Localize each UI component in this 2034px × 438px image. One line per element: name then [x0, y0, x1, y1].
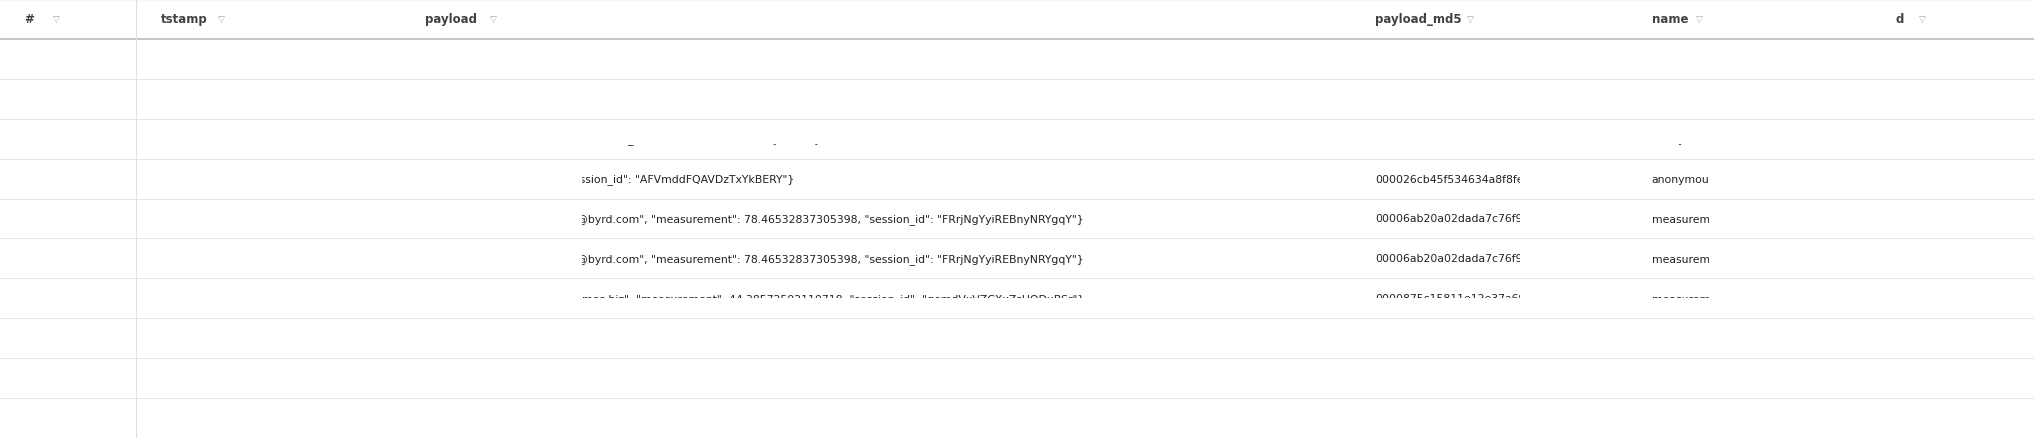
- Text: 000010bc8e954ca214c4a3883009456: 000010bc8e954ca214c4a3883009456: [1375, 55, 1587, 65]
- Text: 2023-08-02: 2023-08-02: [1896, 95, 1959, 105]
- Text: 10: 10: [24, 413, 39, 423]
- Bar: [0, 40, 2034, 80]
- Text: 9: 9: [24, 373, 31, 383]
- Text: 4: 4: [24, 174, 31, 184]
- Text: measurement_recorded: measurement_recorded: [1652, 54, 1782, 65]
- Text: 2023-08-02: 2023-08-02: [1896, 134, 1959, 145]
- Text: 2023-08-02: 2023-08-02: [1896, 293, 1959, 304]
- Text: 2023-08-02: 2023-08-02: [1896, 413, 1959, 423]
- Text: {"account_id": "brownkaren@byrd.com", "measurement": 78.46532837305398, "session: {"account_id": "brownkaren@byrd.com", "m…: [425, 214, 1084, 224]
- Text: {"account_id": "davidromero@hotmail.com", "measurement": 155.18004238481268, "se: {"account_id": "davidromero@hotmail.com"…: [425, 413, 1117, 424]
- Bar: [0, 120, 2034, 159]
- Text: 00006ab20a02dada7c76f9f6c08831db: 00006ab20a02dada7c76f9f6c08831db: [1375, 214, 1589, 224]
- Text: {"dvce_os": "Android 9", "session_id": "AFVmddFQAVDzTxYkBERY"}: {"dvce_os": "Android 9", "session_id": "…: [425, 174, 795, 185]
- Text: tstamp: tstamp: [161, 14, 207, 26]
- Text: name: name: [1652, 14, 1688, 26]
- Text: 2023-08-02: 2023-08-02: [1896, 174, 1959, 184]
- Text: ▽: ▽: [490, 15, 496, 25]
- Text: 8: 8: [24, 333, 31, 343]
- Text: ▽: ▽: [1467, 15, 1475, 25]
- Bar: [0, 398, 2034, 438]
- Text: ▽: ▽: [1918, 15, 1926, 25]
- Text: 2023-08-02: 2023-08-02: [1896, 214, 1959, 224]
- Text: measurement_recorded: measurement_recorded: [1652, 333, 1782, 344]
- Text: 000026cb45f534634a8f8fe0c2e09d63: 000026cb45f534634a8f8fe0c2e09d63: [1375, 174, 1584, 184]
- Text: {"account_id": "melissalewis@yahoo.com", "measurement": 111.48932700892394, "ses: {"account_id": "melissalewis@yahoo.com",…: [425, 333, 1100, 344]
- Text: 00006ab20a02dada7c76f9f6c08831db: 00006ab20a02dada7c76f9f6c08831db: [1375, 254, 1589, 264]
- Bar: [0, 80, 2034, 120]
- Text: {"account_id": "brownkaren@byrd.com", "measurement": 78.46532837305398, "session: {"account_id": "brownkaren@byrd.com", "m…: [425, 253, 1084, 264]
- Text: 2023-06-22 20:34:39.000: 2023-06-22 20:34:39.000: [161, 55, 301, 65]
- Text: account_created: account_created: [1652, 94, 1741, 105]
- Text: 2023-01-19 01:19:34.000: 2023-01-19 01:19:34.000: [161, 174, 301, 184]
- Text: {"account_id": "bradfordjonathan@gmail.com", "measurement": 143.981478171336, "s: {"account_id": "bradfordjonathan@gmail.c…: [425, 373, 1117, 384]
- Text: 5: 5: [24, 214, 31, 224]
- Bar: [0, 279, 2034, 318]
- Bar: [0, 199, 2034, 239]
- Text: {"account_id": "christopher67@noble.net", "session_id": "bWpfKYdxijglHBsVadfo"}: {"account_id": "christopher67@noble.net"…: [425, 94, 877, 105]
- Text: {"account_id": "gwallace@gmail.com", "measurement": 116.40596688122162, "session: {"account_id": "gwallace@gmail.com", "me…: [425, 54, 1078, 65]
- Text: 0000b48f7d036484bf2e9a30bfd5858: 0000b48f7d036484bf2e9a30bfd5858: [1375, 373, 1580, 383]
- Text: 2023-07-22 19:38:14.000: 2023-07-22 19:38:14.000: [161, 373, 301, 383]
- Text: measurement_recorded: measurement_recorded: [1652, 253, 1782, 264]
- Text: 2023-07-29 15:27:13.000: 2023-07-29 15:27:13.000: [161, 293, 301, 304]
- Text: anonymous_visited: anonymous_visited: [1652, 134, 1757, 145]
- Text: {"dvce_os": "Android 4.3.1", "session_id": "FQMDaWRSHuZGMOJKzQIn"}: {"dvce_os": "Android 4.3.1", "session_id…: [425, 134, 822, 145]
- Text: 00009a2388f6c108424b354f76cda332: 00009a2388f6c108424b354f76cda332: [1375, 333, 1589, 343]
- Bar: [0, 318, 2034, 358]
- Text: {"account_id": "brian02@holmes.biz", "measurement": 44.38572502110718, "session_: {"account_id": "brian02@holmes.biz", "me…: [425, 293, 1084, 304]
- Text: 2023-08-02: 2023-08-02: [1896, 333, 1959, 343]
- Text: payload: payload: [425, 14, 478, 26]
- Bar: [0, 0, 2034, 40]
- Text: 2023-08-02: 2023-08-02: [1896, 254, 1959, 264]
- Text: 2023-08-02: 2023-08-02: [1896, 55, 1959, 65]
- Text: measurement_recorded: measurement_recorded: [1652, 413, 1782, 424]
- Text: 0000bf7c43da21dfd51eb8246d44a23e: 0000bf7c43da21dfd51eb8246d44a23e: [1375, 413, 1589, 423]
- Text: 7: 7: [24, 293, 31, 304]
- Text: ▽: ▽: [218, 15, 226, 25]
- Bar: [0, 358, 2034, 398]
- Text: 0000875c15811e12e37a6950a981b9f: 0000875c15811e12e37a6950a981b9f: [1375, 293, 1584, 304]
- Text: measurement_recorded: measurement_recorded: [1652, 214, 1782, 224]
- Bar: [0, 159, 2034, 199]
- Text: ▽: ▽: [1696, 15, 1702, 25]
- Text: d: d: [1896, 14, 1904, 26]
- Text: 2023-07-31 15:24:57.000: 2023-07-31 15:24:57.000: [161, 254, 301, 264]
- Text: 2023-07-31 21:13:35.582: 2023-07-31 21:13:35.582: [161, 95, 299, 105]
- Text: 000016e7672ddb6b7cdd607c4e372b: 000016e7672ddb6b7cdd607c4e372b: [1375, 134, 1580, 145]
- Text: ▽: ▽: [53, 15, 59, 25]
- Text: 2023-07-31 21:06:31.000: 2023-07-31 21:06:31.000: [161, 413, 301, 423]
- Text: 1: 1: [24, 55, 31, 65]
- Text: measurement_recorded: measurement_recorded: [1652, 373, 1782, 384]
- Text: payload_md5: payload_md5: [1375, 14, 1462, 26]
- Text: 6: 6: [24, 254, 31, 264]
- Text: 000012c5440ad1cd8e4695c0506295cc: 000012c5440ad1cd8e4695c0506295cc: [1375, 95, 1591, 105]
- Text: #: #: [24, 14, 35, 26]
- Text: 2: 2: [24, 95, 31, 105]
- Text: 3: 3: [24, 134, 31, 145]
- Text: anonymous_visited: anonymous_visited: [1652, 174, 1757, 185]
- Text: measurement_recorded: measurement_recorded: [1652, 293, 1782, 304]
- Text: 2023-06-18 14:27:52.000: 2023-06-18 14:27:52.000: [161, 134, 301, 145]
- Bar: [0, 239, 2034, 279]
- Text: 2023-08-02: 2023-08-02: [1896, 373, 1959, 383]
- Text: 2023-07-31 15:24:57.000: 2023-07-31 15:24:57.000: [161, 214, 301, 224]
- Text: 2023-07-30 10:28:10.000: 2023-07-30 10:28:10.000: [161, 333, 301, 343]
